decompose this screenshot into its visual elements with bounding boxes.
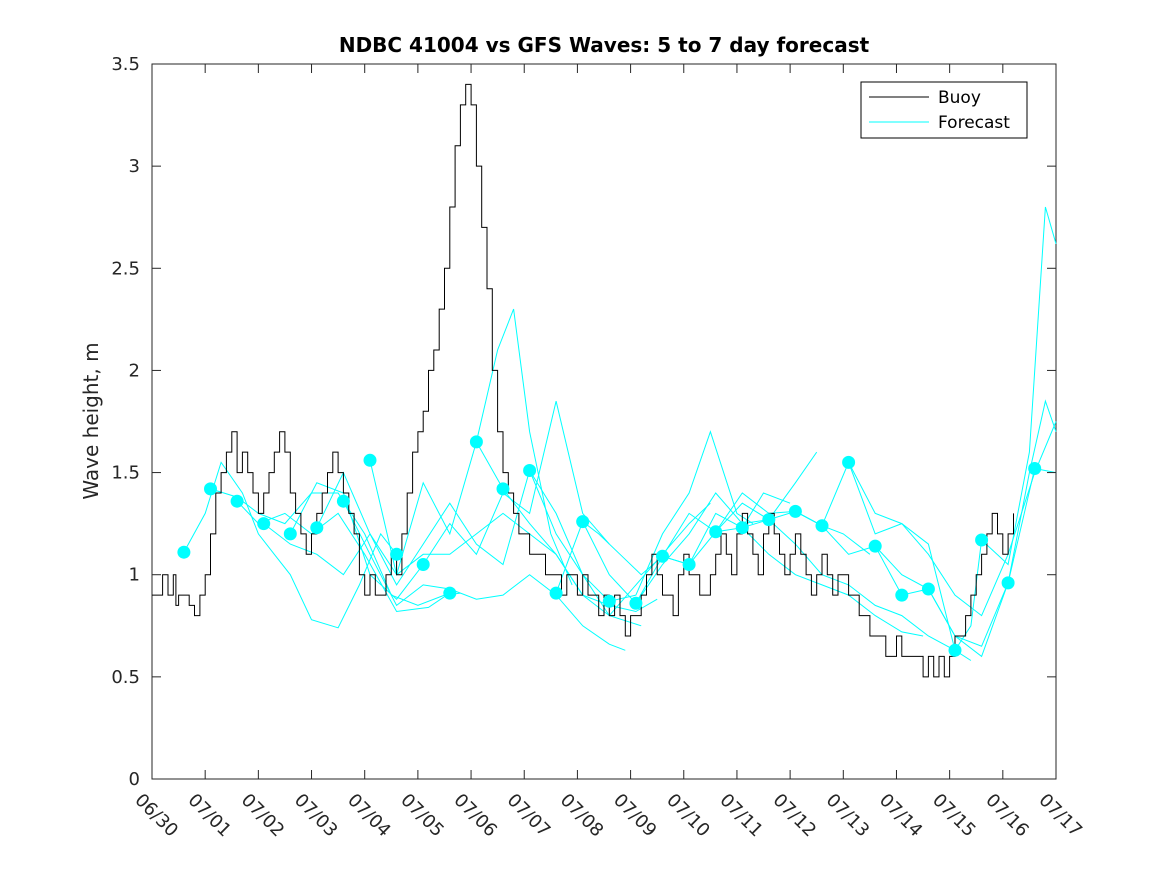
- x-tick-label: 07/11: [715, 790, 767, 842]
- y-tick-label: 2.5: [111, 258, 140, 279]
- forecast-point: [549, 586, 563, 600]
- forecast-point: [975, 533, 989, 547]
- forecast-point: [656, 549, 669, 563]
- buoy-line: [152, 83, 1014, 678]
- plot-area: [151, 63, 1057, 780]
- forecast-point: [709, 525, 723, 539]
- forecast-point: [416, 558, 430, 571]
- forecast-point: [576, 515, 590, 529]
- x-tick-label: 07/01: [184, 790, 236, 842]
- series-layer: [152, 83, 1057, 678]
- y-axis-label: Wave height, m: [79, 342, 103, 499]
- y-tick-label: 0.5: [111, 667, 140, 688]
- forecast-point: [496, 482, 510, 496]
- forecast-point: [868, 539, 882, 553]
- forecast-point: [283, 527, 297, 541]
- forecast-point: [1001, 576, 1015, 590]
- x-tick-label: 06/30: [130, 790, 182, 842]
- legend-box: [860, 81, 1028, 139]
- x-tick-label: 07/06: [450, 790, 502, 842]
- forecast-point: [735, 521, 749, 535]
- forecast-point: [921, 582, 935, 596]
- forecast-point: [469, 435, 483, 449]
- x-tick-label: 07/07: [503, 790, 555, 842]
- forecast-point: [1028, 462, 1042, 475]
- forecast-line: [369, 460, 658, 613]
- forecast-point: [523, 464, 537, 477]
- forecast-line: [342, 500, 626, 651]
- x-tick-label: 07/15: [928, 790, 980, 842]
- forecast-point: [815, 519, 829, 533]
- forecast-line: [475, 441, 711, 617]
- y-tick-label: 2: [129, 360, 140, 381]
- y-tick-label: 3.5: [111, 54, 140, 75]
- forecast-point: [336, 494, 350, 508]
- forecast-point: [682, 558, 696, 571]
- forecast-line: [848, 206, 1057, 652]
- chart-title: NDBC 41004 vs GFS Waves: 5 to 7 day fore…: [339, 33, 870, 57]
- forecast-point: [390, 547, 404, 561]
- forecast-point: [204, 482, 217, 496]
- forecast-line: [662, 512, 924, 637]
- y-tick-label: 0: [129, 769, 140, 790]
- x-tick-label: 07/12: [769, 790, 821, 842]
- x-tick-label: 07/05: [396, 790, 448, 842]
- y-tick-label: 1: [129, 565, 140, 586]
- forecast-line: [582, 451, 818, 605]
- forecast-point: [257, 517, 271, 531]
- forecast-point: [788, 504, 802, 518]
- y-tick-label: 3: [129, 156, 140, 177]
- forecast-point: [895, 588, 909, 602]
- x-tick-label: 07/14: [875, 790, 927, 842]
- legend-forecast-label: Forecast: [938, 113, 1010, 133]
- forecast-point: [443, 586, 457, 600]
- x-tick-label: 07/17: [1034, 790, 1086, 842]
- forecast-line: [263, 308, 573, 586]
- forecast-point: [629, 596, 643, 610]
- forecast-point: [363, 453, 377, 467]
- x-tick-label: 07/08: [556, 790, 608, 842]
- x-tick-label: 07/04: [343, 790, 395, 842]
- x-tick-label: 07/13: [822, 790, 874, 842]
- forecast-line: [210, 488, 461, 606]
- forecast-line: [529, 430, 754, 602]
- legend-buoy-label: Buoy: [938, 88, 981, 108]
- x-tick-label: 07/10: [662, 790, 714, 842]
- x-tick-label: 07/09: [609, 790, 661, 842]
- x-tick-label: 07/03: [290, 790, 342, 842]
- y-tick-label: 1.5: [111, 463, 140, 484]
- forecast-point: [230, 494, 244, 508]
- forecast-point: [602, 594, 616, 608]
- legend: Buoy Forecast: [860, 81, 1028, 139]
- x-tick-label: 07/02: [237, 790, 289, 842]
- forecast-point: [842, 455, 856, 469]
- forecast-point: [762, 513, 776, 527]
- x-tick-label: 07/16: [981, 790, 1033, 842]
- forecast-point: [948, 643, 962, 657]
- forecast-point: [177, 545, 191, 559]
- forecast-point: [310, 521, 324, 535]
- forecast-line: [183, 461, 397, 629]
